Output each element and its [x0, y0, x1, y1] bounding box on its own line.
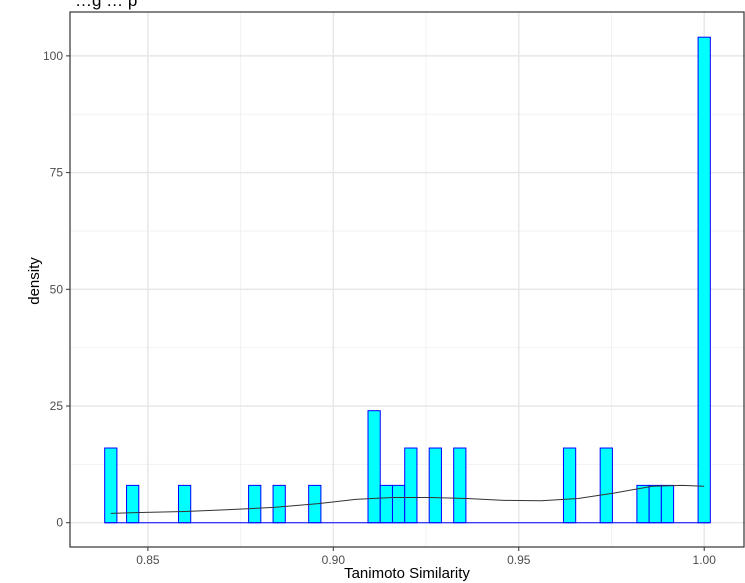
minor-gridlines [70, 12, 745, 547]
histogram-bars [104, 36, 711, 524]
density-curve [110, 484, 705, 514]
x-axis-ticks: 0.85 0.90 0.95 1.00 [136, 547, 716, 567]
y-axis-ticks: 0 25 50 75 100 [43, 49, 70, 530]
histogram-bar [177, 484, 192, 524]
histogram-bar [697, 36, 711, 524]
histogram-bar [599, 447, 613, 524]
histogram-bar [248, 484, 262, 524]
histogram-bar [391, 484, 406, 524]
histogram-bar [453, 447, 467, 524]
histogram-bar [126, 484, 140, 524]
histogram-bar [428, 447, 442, 524]
histogram-bar [562, 447, 577, 524]
y-tick-label: 75 [50, 166, 64, 180]
y-tick-label: 100 [43, 49, 63, 63]
y-tick-label: 0 [56, 516, 63, 530]
panel-border [69, 11, 745, 548]
y-tick-label: 25 [50, 399, 64, 413]
x-tick-label: 0.85 [136, 553, 160, 567]
histogram-bar [648, 484, 662, 524]
histogram-bar [404, 447, 418, 524]
x-tick-label: 0.95 [507, 553, 531, 567]
histogram-bar [367, 410, 381, 524]
histogram-bar [104, 447, 118, 524]
x-tick-label: 0.90 [322, 553, 346, 567]
y-tick-label: 50 [50, 282, 64, 296]
histogram-bar [379, 484, 393, 524]
chart-title: …g … p [75, 0, 137, 10]
x-tick-label: 1.00 [693, 553, 717, 567]
y-axis-title: density [26, 257, 43, 305]
histogram-bar [660, 484, 675, 524]
x-axis-title: Tanimoto Similarity [344, 565, 470, 582]
histogram-bar [272, 484, 286, 524]
histogram-bar [636, 484, 650, 524]
